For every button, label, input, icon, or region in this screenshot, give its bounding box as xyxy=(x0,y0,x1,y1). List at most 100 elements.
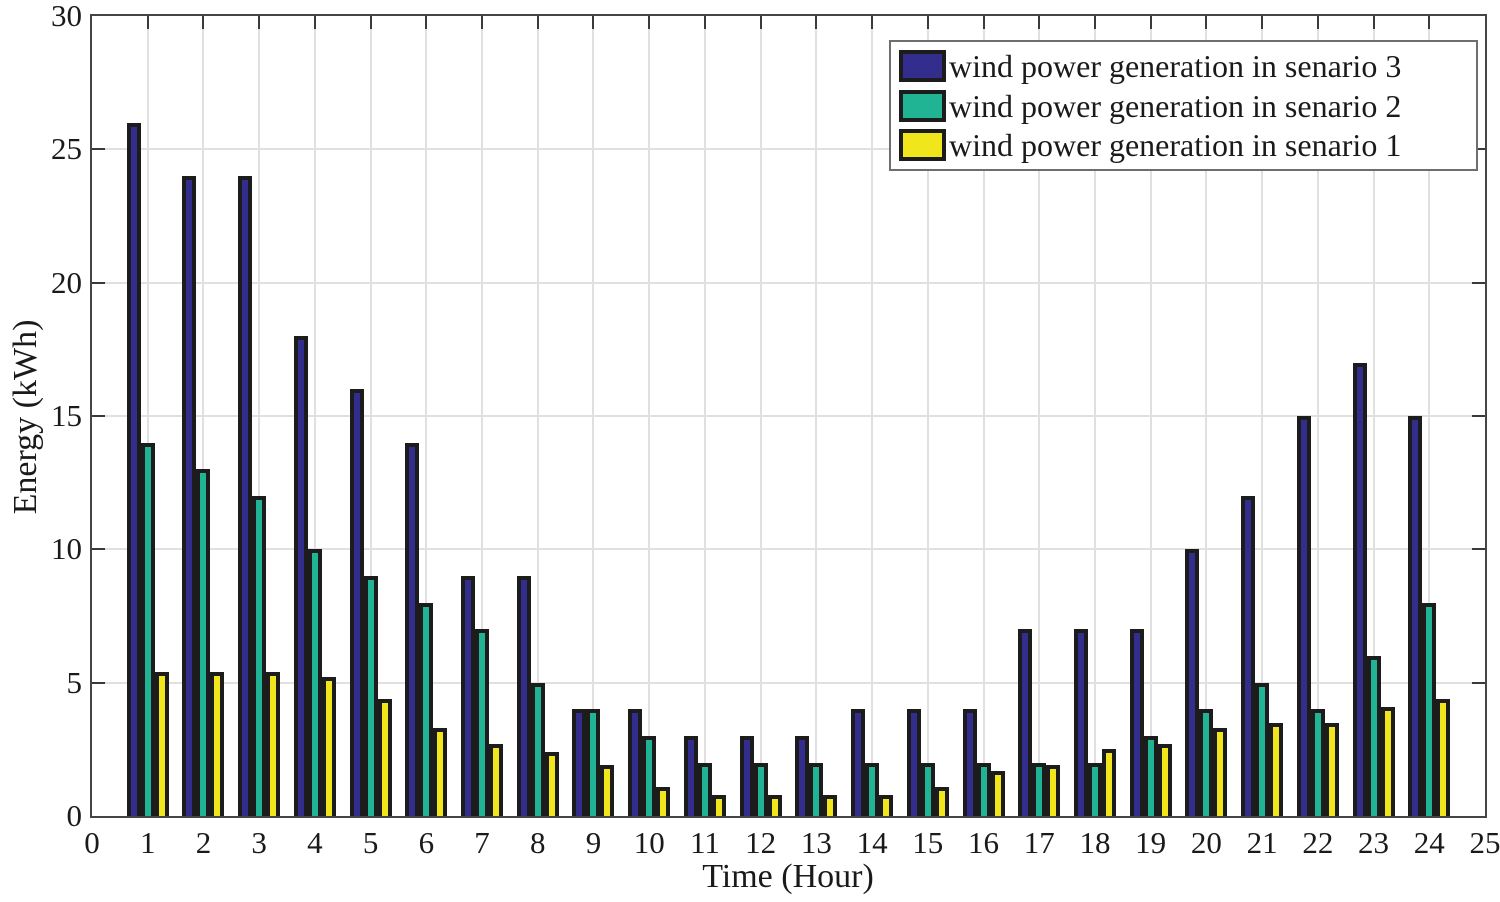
x-gridline xyxy=(258,16,261,816)
x-gridline xyxy=(1205,16,1208,816)
x-gridline xyxy=(1149,16,1152,816)
y-tick-label: 20 xyxy=(51,264,82,300)
y-tick-mark xyxy=(1472,681,1485,684)
bar-senario2-hour11 xyxy=(698,763,712,816)
x-tick-mark xyxy=(369,16,372,29)
x-gridline xyxy=(1093,16,1096,816)
bar-senario3-hour19 xyxy=(1130,629,1144,816)
x-gridline xyxy=(592,16,595,816)
bar-senario3-hour12 xyxy=(740,736,754,816)
x-tick-label: 2 xyxy=(195,825,212,860)
y-tick-mark xyxy=(1472,415,1485,417)
bar-senario2-hour9 xyxy=(586,709,600,816)
bar-senario2-hour20 xyxy=(1199,709,1213,816)
y-tick-label: 15 xyxy=(51,398,82,433)
bar-senario1-hour15 xyxy=(935,787,949,816)
x-tick-label: 21 xyxy=(1246,825,1278,860)
bar-senario3-hour22 xyxy=(1297,416,1311,816)
y-tick-mark xyxy=(92,415,105,417)
x-tick-label: 9 xyxy=(585,825,602,860)
bar-senario2-hour12 xyxy=(754,763,768,816)
x-tick-mark xyxy=(536,16,539,29)
bar-senario1-hour6 xyxy=(433,728,447,816)
bar-senario1-hour14 xyxy=(879,795,893,816)
x-tick-label: 13 xyxy=(800,825,832,860)
bar-senario3-hour10 xyxy=(628,709,642,816)
x-tick-label: 12 xyxy=(745,825,777,860)
bar-senario3-hour15 xyxy=(907,709,921,816)
x-tick-label: 23 xyxy=(1358,825,1390,860)
x-tick-mark xyxy=(425,16,428,29)
x-gridline xyxy=(1038,16,1041,816)
bar-senario2-hour4 xyxy=(308,549,322,816)
x-tick-label: 0 xyxy=(84,825,100,860)
bar-senario2-hour3 xyxy=(252,496,266,816)
x-tick-label: 20 xyxy=(1190,825,1222,860)
bar-senario3-hour1 xyxy=(127,123,141,816)
bar-senario3-hour11 xyxy=(684,736,698,816)
bar-senario1-hour2 xyxy=(210,672,224,816)
bar-senario2-hour17 xyxy=(1032,763,1046,816)
x-tick-mark xyxy=(313,16,316,29)
legend-swatch-senario2 xyxy=(899,89,946,122)
x-tick-label: 6 xyxy=(418,825,435,860)
y-gridline xyxy=(92,415,1485,417)
x-tick-label: 10 xyxy=(633,825,665,860)
bar-senario1-hour7 xyxy=(489,744,503,816)
x-axis-label: Time (Hour) xyxy=(702,858,874,895)
x-tick-label: 3 xyxy=(251,825,267,860)
bar-senario2-hour2 xyxy=(196,469,210,816)
x-tick-mark xyxy=(759,16,762,29)
x-tick-label: 14 xyxy=(856,825,888,860)
bar-senario3-hour20 xyxy=(1185,549,1199,816)
bar-senario1-hour20 xyxy=(1213,728,1227,816)
x-tick-label: 4 xyxy=(307,825,323,860)
x-tick-label: 18 xyxy=(1079,825,1111,860)
y-tick-label: 0 xyxy=(66,798,83,833)
x-tick-mark xyxy=(1149,16,1152,29)
bar-senario1-hour13 xyxy=(823,795,837,816)
x-tick-label: 15 xyxy=(912,825,944,860)
y-tick-label: 10 xyxy=(51,531,82,567)
bar-senario3-hour6 xyxy=(405,443,419,816)
bar-senario1-hour22 xyxy=(1325,723,1339,816)
x-gridline xyxy=(1428,16,1431,816)
bar-senario1-hour23 xyxy=(1381,707,1395,816)
x-gridline xyxy=(536,16,539,816)
x-tick-label: 24 xyxy=(1413,825,1445,860)
y-tick-mark xyxy=(1472,548,1485,551)
bar-senario2-hour14 xyxy=(865,763,879,816)
legend-label-senario1: wind power generation in senario 1 xyxy=(949,127,1402,163)
bar-senario2-hour10 xyxy=(642,736,656,816)
x-tick-label: 19 xyxy=(1135,825,1167,860)
x-gridline xyxy=(759,16,762,816)
bar-senario3-hour13 xyxy=(795,736,809,816)
x-tick-label: 17 xyxy=(1023,825,1055,860)
bar-senario3-hour21 xyxy=(1241,496,1255,816)
bar-senario1-hour12 xyxy=(768,795,782,816)
x-tick-mark xyxy=(592,16,595,29)
x-gridline xyxy=(146,16,149,816)
bar-senario2-hour18 xyxy=(1088,763,1102,816)
bar-senario1-hour5 xyxy=(378,699,392,816)
x-gridline xyxy=(202,16,205,816)
bar-senario3-hour23 xyxy=(1353,363,1367,816)
y-tick-mark xyxy=(1472,148,1485,151)
x-tick-label: 22 xyxy=(1302,825,1334,860)
y-tick-label: 25 xyxy=(51,131,82,167)
x-tick-mark xyxy=(481,16,484,29)
bar-senario1-hour11 xyxy=(712,795,726,816)
x-tick-mark xyxy=(202,16,205,29)
bar-senario1-hour1 xyxy=(155,672,169,816)
x-gridline xyxy=(703,16,706,816)
x-tick-mark xyxy=(815,16,818,29)
x-tick-mark xyxy=(1372,16,1375,29)
y-gridline xyxy=(92,148,1485,151)
y-tick-mark xyxy=(92,281,105,284)
x-gridline xyxy=(1261,16,1264,816)
y-gridline xyxy=(92,548,1485,551)
x-tick-mark xyxy=(1038,16,1041,29)
bar-senario2-hour15 xyxy=(921,763,935,816)
bar-senario1-hour4 xyxy=(322,677,336,816)
